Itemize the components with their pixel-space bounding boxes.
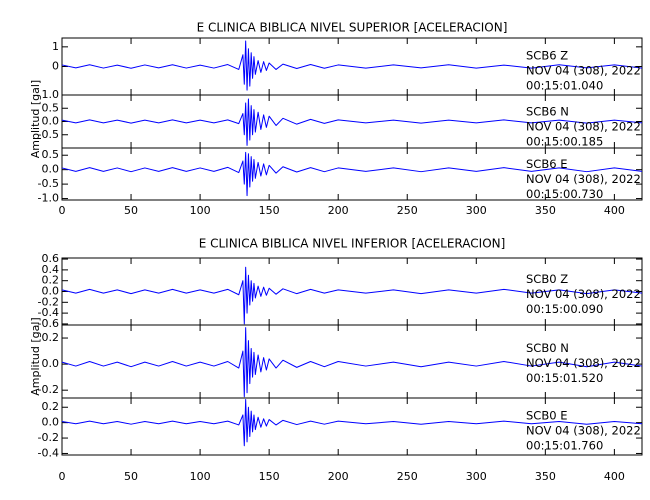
trace-annotation: NOV 04 (308), 2022 <box>526 356 641 370</box>
y-tick-label: -0.2 <box>38 431 59 444</box>
waveform <box>61 40 643 91</box>
trace-annotation: 00:15:00.730 <box>526 187 603 201</box>
trace-annotation: SCB6 Z <box>526 49 568 63</box>
y-tick-label: -0.5 <box>38 128 59 141</box>
trace-annotation: SCB0 Z <box>526 272 568 286</box>
trace-annotation: SCB0 E <box>526 409 567 423</box>
y-tick-label: 1 <box>52 40 59 53</box>
y-tick-label: -0.2 <box>38 383 59 396</box>
y-tick-label: -0.6 <box>38 317 59 330</box>
chart-title: E CLINICA BIBLICA NIVEL SUPERIOR [ACELER… <box>197 21 508 35</box>
waveform <box>61 98 643 146</box>
waveform <box>61 266 643 325</box>
waveform <box>61 399 643 447</box>
x-tick-label: 150 <box>259 470 280 483</box>
y-tick-label: 0.0 <box>42 163 60 176</box>
x-tick-label: 350 <box>535 470 556 483</box>
x-tick-label: 100 <box>190 470 211 483</box>
y-tick-label: 0.2 <box>42 331 60 344</box>
waveform <box>61 151 643 197</box>
x-tick-label: 200 <box>328 204 349 217</box>
x-tick-label: 100 <box>190 204 211 217</box>
y-tick-label: 1.0 <box>42 88 60 101</box>
trace-annotation: 00:15:00.185 <box>526 134 603 148</box>
y-tick-label: 0.0 <box>42 285 60 298</box>
y-tick-label: 0.6 <box>42 252 60 265</box>
x-tick-label: 350 <box>535 204 556 217</box>
trace-annotation: NOV 04 (308), 2022 <box>526 424 641 438</box>
trace-annotation: NOV 04 (308), 2022 <box>526 64 641 78</box>
y-tick-label: -0.4 <box>38 446 59 459</box>
x-tick-label: 200 <box>328 470 349 483</box>
y-tick-label: 0.0 <box>42 357 60 370</box>
trace-annotation: 00:15:00.090 <box>526 302 603 316</box>
y-tick-label: 0.2 <box>42 274 60 287</box>
y-tick-label: 0 <box>52 60 59 73</box>
y-tick-label: -1.0 <box>38 192 59 205</box>
trace-annotation: 00:15:01.040 <box>526 79 603 93</box>
trace-annotation: NOV 04 (308), 2022 <box>526 119 641 133</box>
x-tick-label: 0 <box>59 204 66 217</box>
x-tick-label: 50 <box>124 204 138 217</box>
x-tick-label: 250 <box>397 470 418 483</box>
y-tick-label: 0.5 <box>42 101 60 114</box>
trace-annotation: 00:15:01.520 <box>526 371 603 385</box>
trace-annotation: NOV 04 (308), 2022 <box>526 287 641 301</box>
trace-annotation: SCB6 N <box>526 104 569 118</box>
y-tick-label: 0.4 <box>42 263 60 276</box>
y-tick-label: 0.0 <box>42 115 60 128</box>
x-tick-label: 250 <box>397 204 418 217</box>
x-tick-label: 50 <box>124 470 138 483</box>
trace-annotation: NOV 04 (308), 2022 <box>526 172 641 186</box>
trace-annotation: SCB6 E <box>526 157 567 171</box>
y-axis-label: Amplitud [gal] <box>29 317 42 395</box>
x-tick-label: 0 <box>59 470 66 483</box>
y-tick-label: -0.4 <box>38 306 59 319</box>
y-tick-label: 0.2 <box>42 400 60 413</box>
panel-frame <box>61 147 643 201</box>
x-tick-label: 300 <box>466 204 487 217</box>
trace-annotation: 00:15:01.760 <box>526 439 603 453</box>
x-tick-label: 150 <box>259 204 280 217</box>
y-tick-label: 0.5 <box>42 148 60 161</box>
x-tick-label: 400 <box>604 470 625 483</box>
trace-annotation: SCB0 N <box>526 341 569 355</box>
y-axis-label: Amplitud [gal] <box>29 80 42 158</box>
chart-title: E CLINICA BIBLICA NIVEL INFERIOR [ACELER… <box>199 237 506 251</box>
y-tick-label: -0.5 <box>38 177 59 190</box>
waveform <box>61 327 643 398</box>
y-tick-label: -0.2 <box>38 295 59 308</box>
y-tick-label: 0.0 <box>42 416 60 429</box>
x-tick-label: 400 <box>604 204 625 217</box>
x-tick-label: 300 <box>466 470 487 483</box>
panel-frame <box>61 397 643 456</box>
